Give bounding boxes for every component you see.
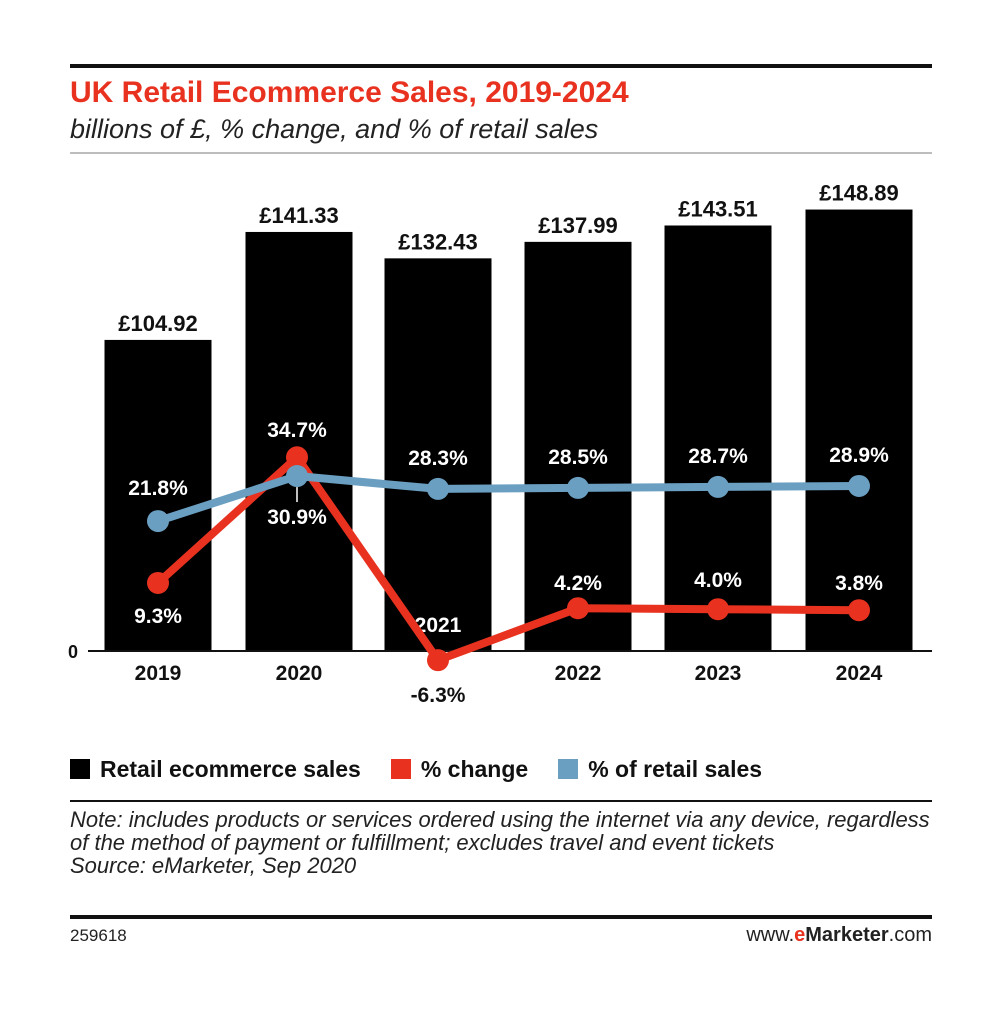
source-text: Source: eMarketer, Sep 2020 bbox=[70, 853, 357, 878]
y-zero-label: 0 bbox=[68, 642, 78, 662]
subtitle-rule bbox=[70, 152, 932, 154]
legend-swatch-retail-share bbox=[558, 759, 579, 779]
change-point-2022 bbox=[567, 597, 589, 620]
change-label-2024: 3.8% bbox=[835, 572, 883, 595]
change-label-2021: -6.3% bbox=[411, 684, 466, 707]
retail-share-label-2019: 21.8% bbox=[128, 477, 188, 500]
note-rule bbox=[70, 800, 932, 802]
change-label-2022: 4.2% bbox=[554, 572, 602, 595]
bar-value-label-2023: £143.51 bbox=[678, 196, 758, 221]
retail-share-label-2021: 28.3% bbox=[408, 447, 468, 470]
brand-prefix: www. bbox=[746, 924, 795, 946]
bar-value-label-2021: £132.43 bbox=[398, 229, 478, 254]
legend-item-sales: Retail ecommerce sales bbox=[70, 756, 361, 783]
retail-share-point-2019 bbox=[147, 510, 169, 533]
change-label-2019: 9.3% bbox=[134, 605, 182, 628]
change-point-2019 bbox=[147, 571, 169, 594]
retail-share-point-2022 bbox=[567, 476, 589, 499]
point-labels-layer: 21.8% 30.9% 28.3% 28.5% 28.7% 28.9% 9.3% 34.7% -… bbox=[128, 419, 889, 707]
bar-2024 bbox=[805, 209, 913, 652]
bar-value-label-2022: £137.99 bbox=[538, 213, 618, 238]
category-label-2019: 2019 bbox=[135, 662, 182, 685]
legend: Retail ecommerce sales % change % of ret… bbox=[70, 752, 792, 786]
bar-value-label-2024: £148.89 bbox=[819, 181, 899, 206]
bottom-rule bbox=[70, 915, 932, 919]
bar-2023 bbox=[664, 225, 772, 651]
category-label-2021: 2021 bbox=[415, 614, 462, 637]
retail-share-point-2020 bbox=[286, 465, 308, 488]
legend-label-retail-share: % of retail sales bbox=[588, 755, 763, 782]
retail-share-point-2024 bbox=[848, 474, 870, 497]
lines-layer bbox=[147, 446, 870, 672]
brand-e: e bbox=[794, 924, 806, 946]
bar-2019 bbox=[104, 339, 212, 651]
bar-2022 bbox=[524, 241, 632, 651]
chart-id: 259618 bbox=[70, 926, 127, 945]
category-labels-layer: 2019 2020 2021 2022 2023 2024 bbox=[135, 614, 883, 685]
brand-suffix: .com bbox=[888, 924, 932, 946]
chart-area: £104.92 £141.33 £132.43 £137.99 £143.51 £148.… bbox=[68, 181, 932, 707]
legend-swatch-sales bbox=[70, 759, 90, 779]
category-label-2024: 2024 bbox=[836, 662, 883, 685]
retail-share-point-2023 bbox=[707, 475, 729, 498]
change-point-2023 bbox=[707, 598, 729, 621]
bar-2020 bbox=[245, 231, 353, 651]
retail-share-label-2024: 28.9% bbox=[829, 444, 889, 467]
chart-title: UK Retail Ecommerce Sales, 2019-2024 bbox=[70, 76, 629, 109]
note-text: Note: includes products or services orde… bbox=[70, 807, 930, 855]
change-line bbox=[154, 453, 863, 665]
retail-share-label-2023: 28.7% bbox=[688, 445, 748, 468]
legend-item-change: % change bbox=[390, 755, 529, 783]
bars-layer: £104.92 £141.33 £132.43 £137.99 £143.51 £148.… bbox=[104, 181, 913, 652]
change-label-2023: 4.0% bbox=[694, 569, 742, 592]
change-point-2024 bbox=[848, 599, 870, 622]
legend-swatch-change bbox=[390, 759, 411, 779]
retail-share-line bbox=[154, 472, 863, 526]
change-label-2020: 34.7% bbox=[267, 419, 327, 442]
legend-item-retail-share: % of retail sales bbox=[558, 756, 762, 783]
bar-value-label-2019: £104.92 bbox=[118, 311, 198, 336]
legend-label-change: % change bbox=[420, 755, 529, 782]
legend-label-sales: Retail ecommerce sales bbox=[100, 755, 361, 782]
bar-2021 bbox=[384, 258, 492, 651]
category-label-2022: 2022 bbox=[555, 662, 602, 685]
chart-subtitle: billions of £, % change, and % of retail… bbox=[70, 114, 599, 144]
bar-value-label-2020: £141.33 bbox=[259, 203, 339, 228]
category-label-2023: 2023 bbox=[695, 662, 742, 685]
footnote: Note: includes products or services orde… bbox=[70, 808, 932, 877]
retail-share-label-2022: 28.5% bbox=[548, 446, 608, 469]
brand-url[interactable]: www.eMarketer.com bbox=[746, 924, 932, 947]
brand-name: Marketer bbox=[805, 924, 889, 946]
change-point-2020 bbox=[286, 446, 308, 469]
retail-share-label-2020: 30.9% bbox=[267, 506, 327, 529]
top-rule bbox=[70, 64, 932, 68]
retail-share-point-2021 bbox=[427, 477, 449, 500]
category-label-2020: 2020 bbox=[276, 662, 323, 685]
change-point-2021 bbox=[427, 649, 449, 672]
